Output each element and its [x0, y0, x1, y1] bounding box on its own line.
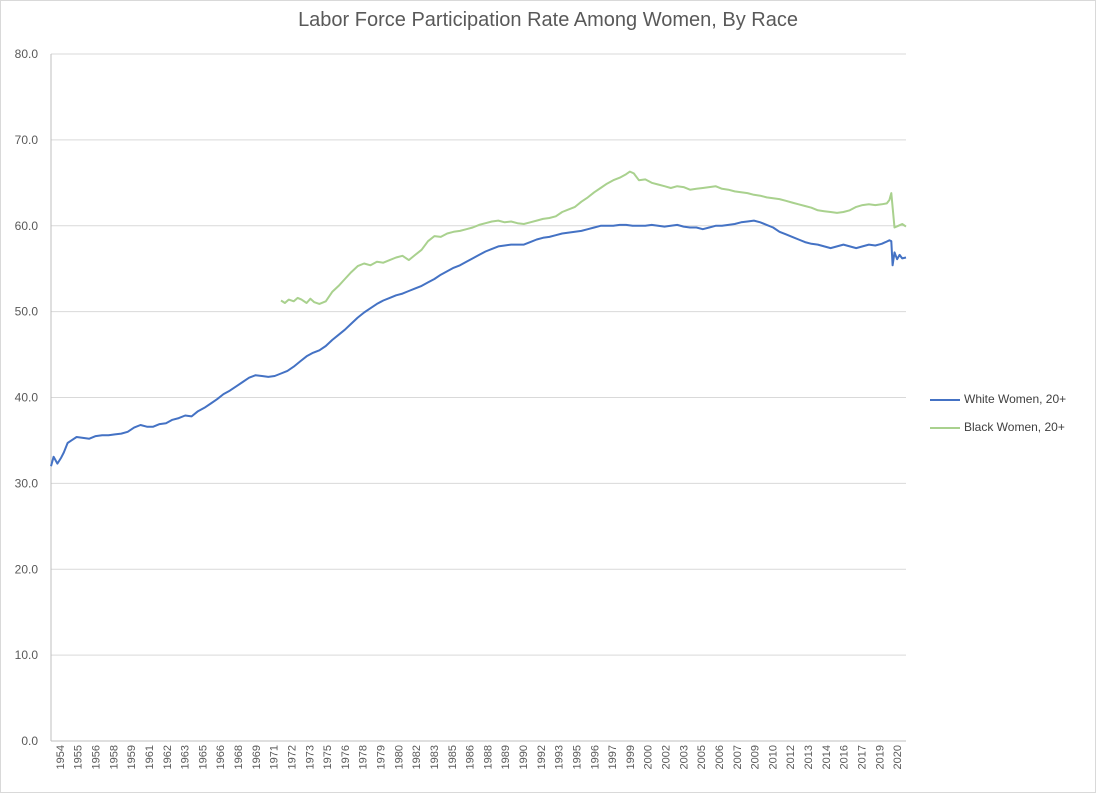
y-tick-label: 80.0 — [15, 47, 39, 61]
x-tick-label: 2005 — [696, 745, 708, 769]
x-tick-label: 1993 — [554, 745, 566, 769]
x-tick-label: 1971 — [269, 745, 281, 769]
y-tick-label: 70.0 — [15, 133, 39, 147]
x-tick-label: 2016 — [839, 745, 851, 769]
x-tick-label: 1963 — [180, 745, 192, 769]
x-tick-label: 2010 — [767, 745, 779, 769]
x-tick-label: 1958 — [108, 745, 120, 769]
series-lines — [50, 170, 907, 467]
legend-label-white-women: White Women, 20+ — [964, 392, 1067, 406]
x-tick-label: 1997 — [607, 745, 619, 769]
y-axis-ticks: 0.0 10.0 20.0 30.0 40.0 50.0 60.0 70.0 80.0 — [15, 47, 39, 748]
series-line-white-women — [50, 219, 907, 467]
x-tick-label: 1965 — [197, 745, 209, 769]
x-tick-label: 2007 — [732, 745, 744, 769]
x-tick-label: 2020 — [892, 745, 904, 769]
x-tick-label: 1979 — [376, 745, 388, 769]
x-tick-label: 2014 — [821, 745, 833, 769]
x-tick-label: 1996 — [589, 745, 601, 769]
legend-swatch-black-women — [930, 427, 960, 429]
x-tick-label: 1990 — [518, 745, 530, 769]
y-tick-label: 40.0 — [15, 391, 39, 405]
x-tick-label: 1980 — [393, 745, 405, 769]
legend-label-black-women: Black Women, 20+ — [964, 420, 1065, 434]
x-tick-label: 1992 — [536, 745, 548, 769]
x-tick-label: 2009 — [750, 745, 762, 769]
y-tick-label: 0.0 — [21, 734, 38, 748]
x-tick-label: 1985 — [447, 745, 459, 769]
x-tick-label: 1968 — [233, 745, 245, 769]
x-tick-label: 2006 — [714, 745, 726, 769]
y-tick-label: 60.0 — [15, 219, 39, 233]
y-tick-label: 50.0 — [15, 305, 39, 319]
x-tick-label: 1962 — [162, 745, 174, 769]
x-tick-label: 2000 — [643, 745, 655, 769]
x-axis-ticks: 1954 1955 1956 1958 1959 1961 1962 1963 1965 1966… — [55, 745, 904, 769]
y-tick-label: 10.0 — [15, 648, 39, 662]
legend-swatch-white-women — [930, 399, 960, 401]
x-tick-label: 2003 — [678, 745, 690, 769]
x-tick-label: 1966 — [215, 745, 227, 769]
x-tick-label: 1978 — [358, 745, 370, 769]
x-tick-label: 1983 — [429, 745, 441, 769]
x-tick-label: 1975 — [322, 745, 334, 769]
x-tick-label: 1969 — [251, 745, 263, 769]
x-tick-label: 1956 — [91, 745, 103, 769]
x-tick-label: 1954 — [55, 745, 67, 769]
gridlines — [50, 53, 906, 742]
x-tick-label: 2002 — [661, 745, 673, 769]
y-tick-label: 20.0 — [15, 562, 39, 576]
x-tick-label: 1986 — [465, 745, 477, 769]
x-tick-label: 1972 — [286, 745, 298, 769]
x-tick-label: 1982 — [411, 745, 423, 769]
x-tick-label: 1988 — [482, 745, 494, 769]
x-tick-label: 2012 — [785, 745, 797, 769]
x-tick-label: 1995 — [571, 745, 583, 769]
x-tick-label: 2017 — [856, 745, 868, 769]
x-tick-label: 1973 — [304, 745, 316, 769]
x-tick-label: 1989 — [500, 745, 512, 769]
x-tick-label: 1955 — [73, 745, 85, 769]
x-tick-label: 2019 — [874, 745, 886, 769]
x-tick-label: 1976 — [340, 745, 352, 769]
x-tick-label: 2013 — [803, 745, 815, 769]
y-tick-label: 30.0 — [15, 476, 39, 490]
series-line-black-women — [280, 170, 907, 305]
x-tick-label: 1961 — [144, 745, 156, 769]
chart-title: Labor Force Participation Rate Among Wom… — [298, 9, 798, 31]
x-tick-label: 1959 — [126, 745, 138, 769]
x-tick-label: 1999 — [625, 745, 637, 769]
